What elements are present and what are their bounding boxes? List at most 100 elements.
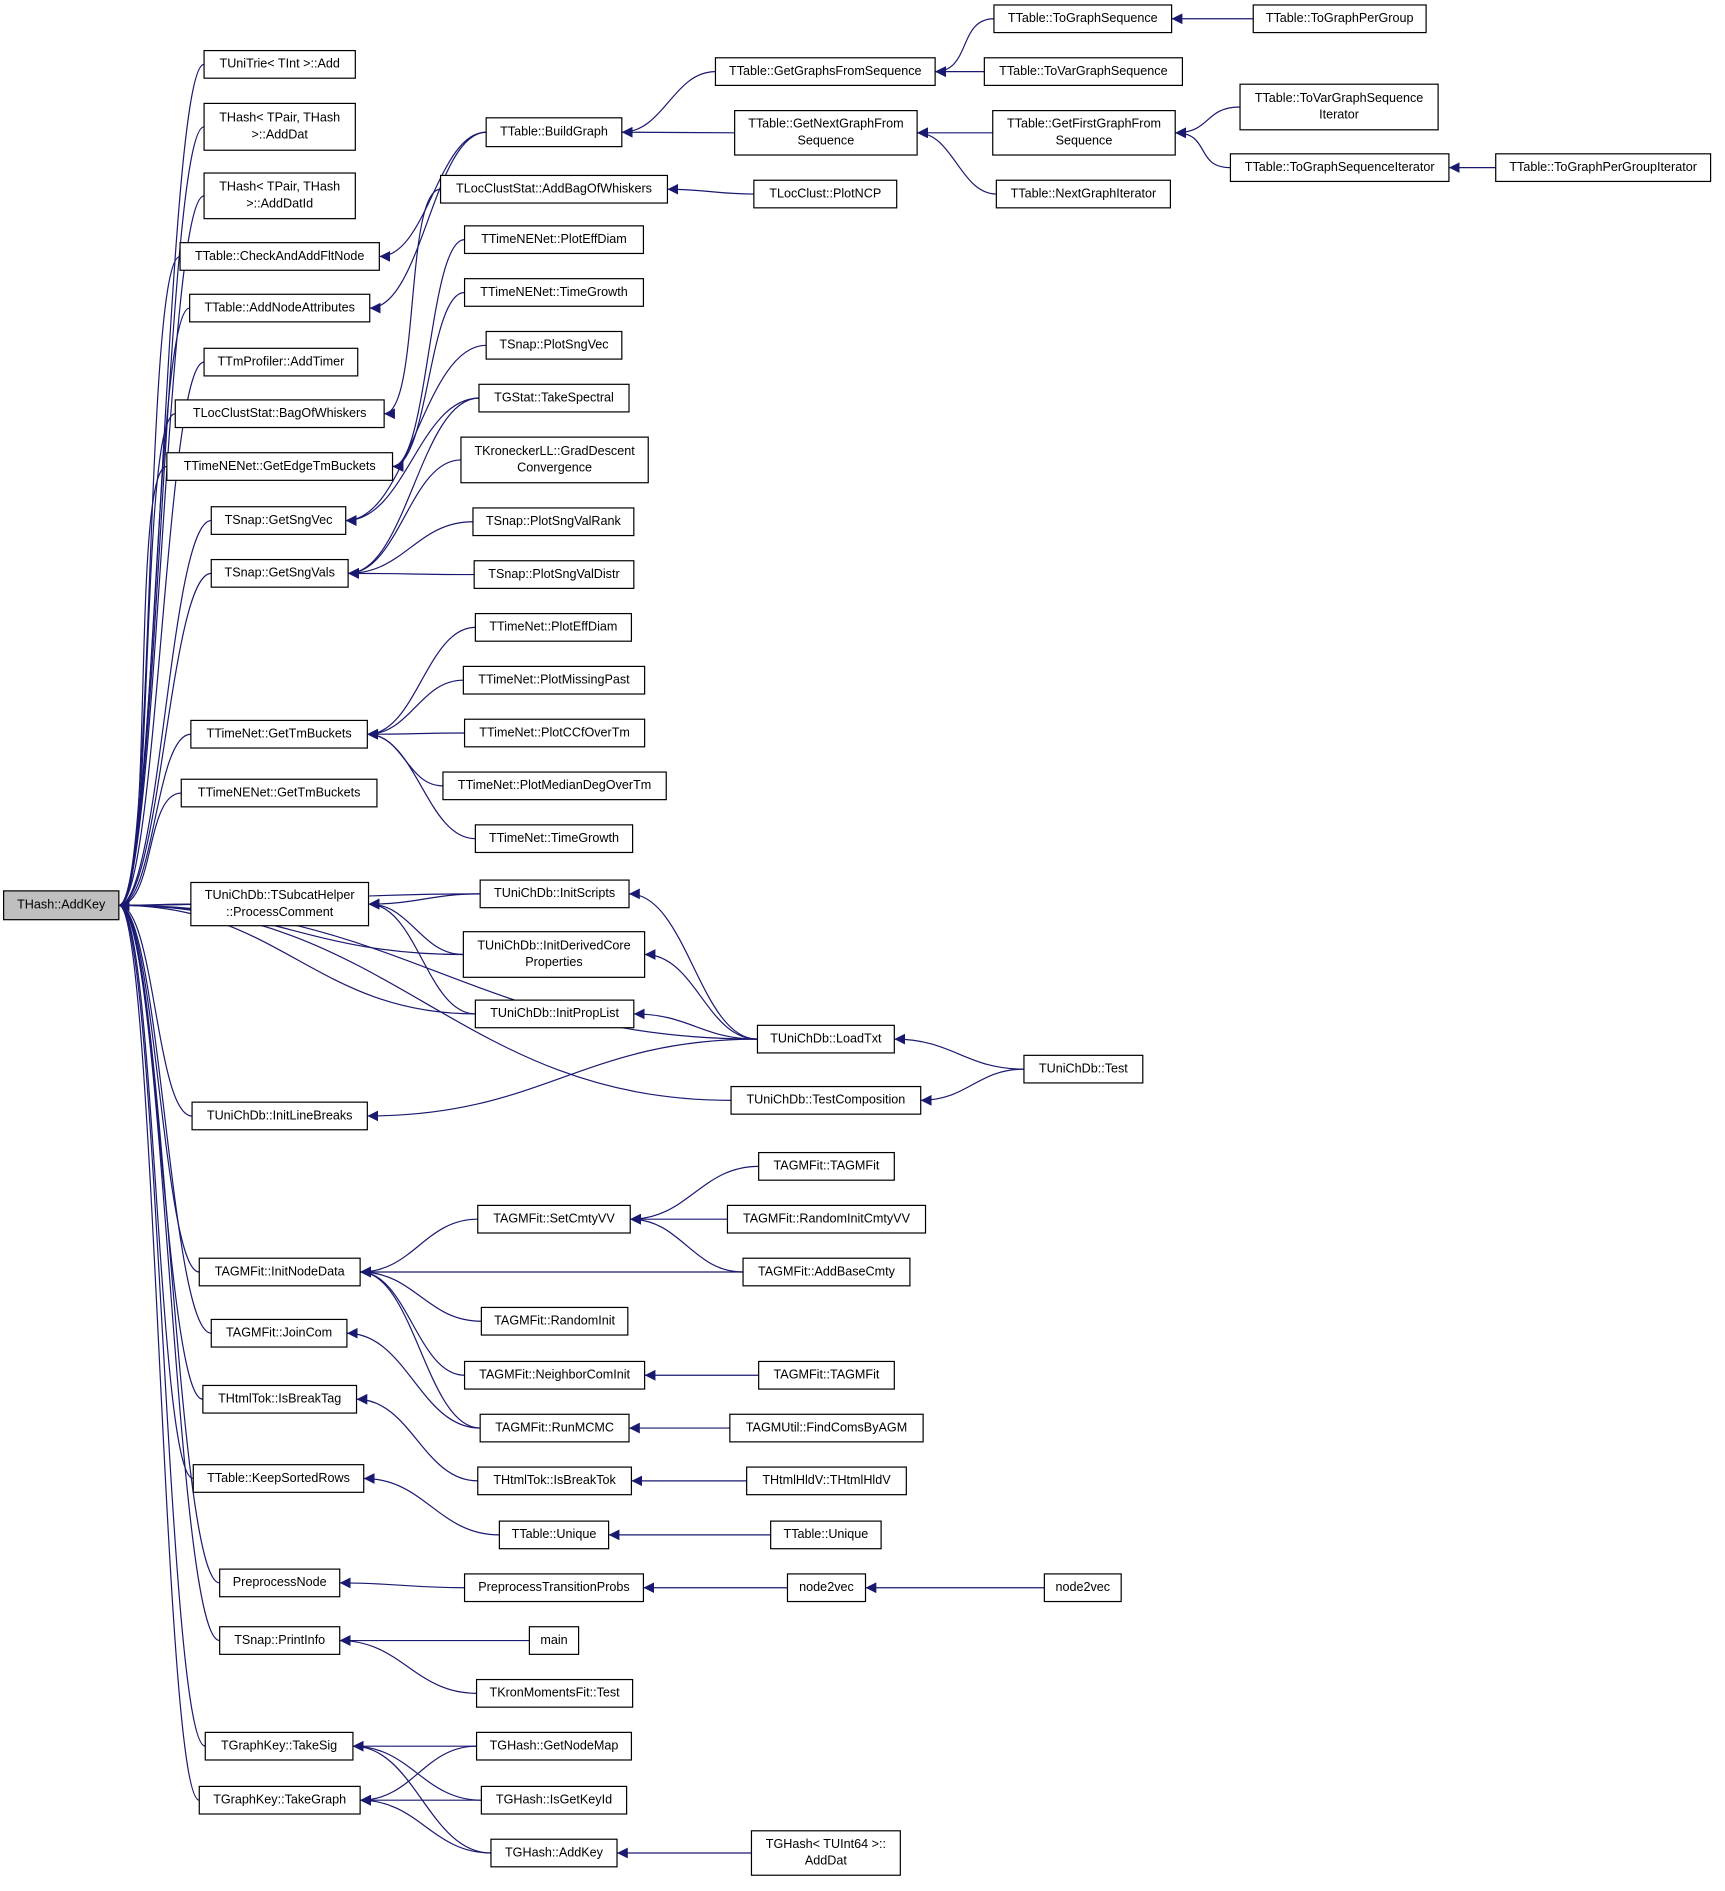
node[interactable]: TAGMFit::TAGMFit bbox=[758, 1360, 895, 1390]
node-box bbox=[498, 1520, 610, 1550]
node[interactable]: TGHash< TUInt64 >::AddDat bbox=[750, 1830, 901, 1876]
node[interactable]: PreprocessTransitionProbs bbox=[463, 1573, 645, 1603]
node[interactable]: TUniTrie< TInt >::Add bbox=[203, 49, 356, 79]
node[interactable]: TTimeNet::PlotMedianDegOverTm bbox=[442, 771, 667, 801]
node-label: TTimeNet::PlotCCfOverTm bbox=[479, 725, 630, 739]
node[interactable]: TTable::BuildGraph bbox=[485, 117, 623, 148]
node[interactable]: TAGMFit::AddBaseCmty bbox=[742, 1257, 911, 1287]
node[interactable]: TTable::GetGraphsFromSequence bbox=[714, 57, 936, 87]
node[interactable]: TSnap::PlotSngValDistr bbox=[473, 560, 635, 589]
node[interactable]: TUniChDb::TSubcatHelper::ProcessComment bbox=[190, 881, 370, 927]
node-box bbox=[166, 452, 394, 481]
node[interactable]: TTmProfiler::AddTimer bbox=[203, 347, 359, 377]
node[interactable]: TTable::KeepSortedRows bbox=[192, 1464, 365, 1493]
node[interactable]: TGHash::AddKey bbox=[490, 1838, 618, 1868]
node[interactable]: TGStat::TakeSpectral bbox=[478, 383, 630, 413]
node[interactable]: TGHash::GetNodeMap bbox=[475, 1731, 633, 1761]
node[interactable]: THash< TPair, THash>::AddDat bbox=[203, 102, 356, 151]
node[interactable]: TTable::ToGraphSequenceIterator bbox=[1229, 153, 1450, 183]
node-label: TGHash::AddKey bbox=[505, 1845, 604, 1859]
node[interactable]: THtmlTok::IsBreakTag bbox=[202, 1384, 358, 1414]
node[interactable]: TTable::CheckAndAddFltNode bbox=[179, 242, 380, 271]
node-box bbox=[1495, 153, 1712, 183]
node[interactable]: TSnap::GetSngVec bbox=[210, 506, 347, 535]
node[interactable]: THash::AddKey bbox=[3, 890, 120, 921]
node-box bbox=[479, 1413, 630, 1443]
node[interactable]: TUniChDb::InitLineBreaks bbox=[191, 1101, 368, 1131]
node[interactable]: TAGMFit::RandomInitCmtyVV bbox=[726, 1204, 927, 1234]
node[interactable]: TTable::Unique bbox=[498, 1520, 610, 1550]
node-box bbox=[485, 330, 623, 360]
node[interactable]: TGHash::IsGetKeyId bbox=[480, 1785, 628, 1815]
node[interactable]: TUniChDb::InitScripts bbox=[479, 879, 630, 909]
node-box bbox=[179, 242, 380, 271]
node[interactable]: TTable::ToGraphSequence bbox=[993, 4, 1173, 34]
node[interactable]: TAGMFit::NeighborComInit bbox=[463, 1360, 646, 1390]
node[interactable]: TTimeNet::PlotCCfOverTm bbox=[463, 718, 646, 748]
node[interactable]: TTable::NextGraphIterator bbox=[995, 179, 1172, 209]
node[interactable]: TTimeNENet::TimeGrowth bbox=[463, 278, 645, 307]
node[interactable]: TSnap::PlotSngValRank bbox=[472, 507, 635, 537]
node[interactable]: TAGMFit::SetCmtyVV bbox=[477, 1204, 631, 1234]
node-label: TSnap::PlotSngValDistr bbox=[488, 567, 619, 581]
node[interactable]: TUniChDb::LoadTxt bbox=[756, 1024, 895, 1054]
node[interactable]: THtmlHldV::THtmlHldV bbox=[746, 1466, 907, 1496]
node[interactable]: TTable::ToGraphPerGroupIterator bbox=[1495, 153, 1712, 183]
node[interactable]: TTimeNet::PlotMissingPast bbox=[462, 665, 646, 695]
node[interactable]: TAGMFit::TAGMFit bbox=[758, 1151, 895, 1181]
node-box bbox=[192, 1464, 365, 1493]
node[interactable]: TTimeNENet::PlotEffDiam bbox=[463, 225, 645, 255]
node[interactable]: THash< TPair, THash>::AddDatId bbox=[203, 172, 356, 220]
node[interactable]: TAGMUtil::FindComsByAGM bbox=[729, 1413, 924, 1443]
node[interactable]: TLocClustStat::AddBagOfWhiskers bbox=[439, 174, 669, 204]
node-label: TUniChDb::Test bbox=[1039, 1061, 1128, 1075]
node[interactable]: TTimeNENet::GetEdgeTmBuckets bbox=[166, 452, 394, 481]
node[interactable]: TTable::ToVarGraphSequence bbox=[983, 57, 1184, 87]
node-label: TAGMUtil::FindComsByAGM bbox=[746, 1420, 907, 1434]
node-box bbox=[528, 1626, 580, 1655]
node[interactable]: node2vec bbox=[1043, 1573, 1122, 1603]
node[interactable]: main bbox=[528, 1626, 580, 1655]
node[interactable]: TAGMFit::InitNodeData bbox=[198, 1257, 361, 1287]
node[interactable]: TUniChDb::InitPropList bbox=[474, 999, 635, 1029]
node[interactable]: TSnap::PlotSngVec bbox=[485, 330, 623, 360]
edge bbox=[339, 1577, 465, 1589]
edge bbox=[367, 1038, 758, 1122]
node[interactable]: THtmlTok::IsBreakTok bbox=[477, 1466, 633, 1496]
edge bbox=[369, 131, 487, 314]
node[interactable]: TAGMFit::RunMCMC bbox=[479, 1413, 630, 1443]
node[interactable]: TKronMomentsFit::Test bbox=[475, 1678, 634, 1708]
node[interactable]: TUniChDb::TestComposition bbox=[730, 1085, 922, 1115]
node-box bbox=[462, 665, 646, 695]
edge bbox=[345, 397, 479, 526]
node[interactable]: TGraphKey::TakeGraph bbox=[198, 1785, 361, 1815]
node[interactable]: TTimeNet::PlotEffDiam bbox=[474, 612, 633, 642]
node[interactable]: TLocClust::PlotNCP bbox=[753, 179, 898, 209]
node[interactable]: TGraphKey::TakeSig bbox=[204, 1731, 354, 1761]
node[interactable]: TAGMFit::RandomInit bbox=[480, 1306, 629, 1336]
node-label: TSnap::GetSngVals bbox=[225, 566, 335, 580]
node-label: TGraphKey::TakeSig bbox=[221, 1739, 337, 1753]
node[interactable]: node2vec bbox=[786, 1573, 867, 1603]
node[interactable]: TTable::Unique bbox=[770, 1520, 882, 1550]
node[interactable]: TTimeNet::TimeGrowth bbox=[474, 824, 634, 854]
node[interactable]: TUniChDb::Test bbox=[1023, 1054, 1144, 1084]
node[interactable]: TAGMFit::JoinCom bbox=[210, 1318, 348, 1348]
node[interactable]: TSnap::GetSngVals bbox=[210, 558, 349, 588]
edge bbox=[367, 728, 465, 740]
node[interactable]: TLocClustStat::BagOfWhiskers bbox=[174, 399, 385, 429]
node[interactable]: PreprocessNode bbox=[219, 1568, 341, 1598]
node[interactable]: TTimeNENet::GetTmBuckets bbox=[180, 778, 378, 808]
node[interactable]: TSnap::PrintInfo bbox=[219, 1626, 341, 1655]
edge bbox=[360, 1266, 482, 1322]
node[interactable]: TTable::AddNodeAttributes bbox=[189, 293, 371, 323]
node[interactable]: TTable::ToGraphPerGroup bbox=[1252, 4, 1427, 34]
node-box bbox=[485, 117, 623, 148]
node-box bbox=[480, 1785, 628, 1815]
node[interactable]: TTimeNet::GetTmBuckets bbox=[190, 719, 368, 749]
